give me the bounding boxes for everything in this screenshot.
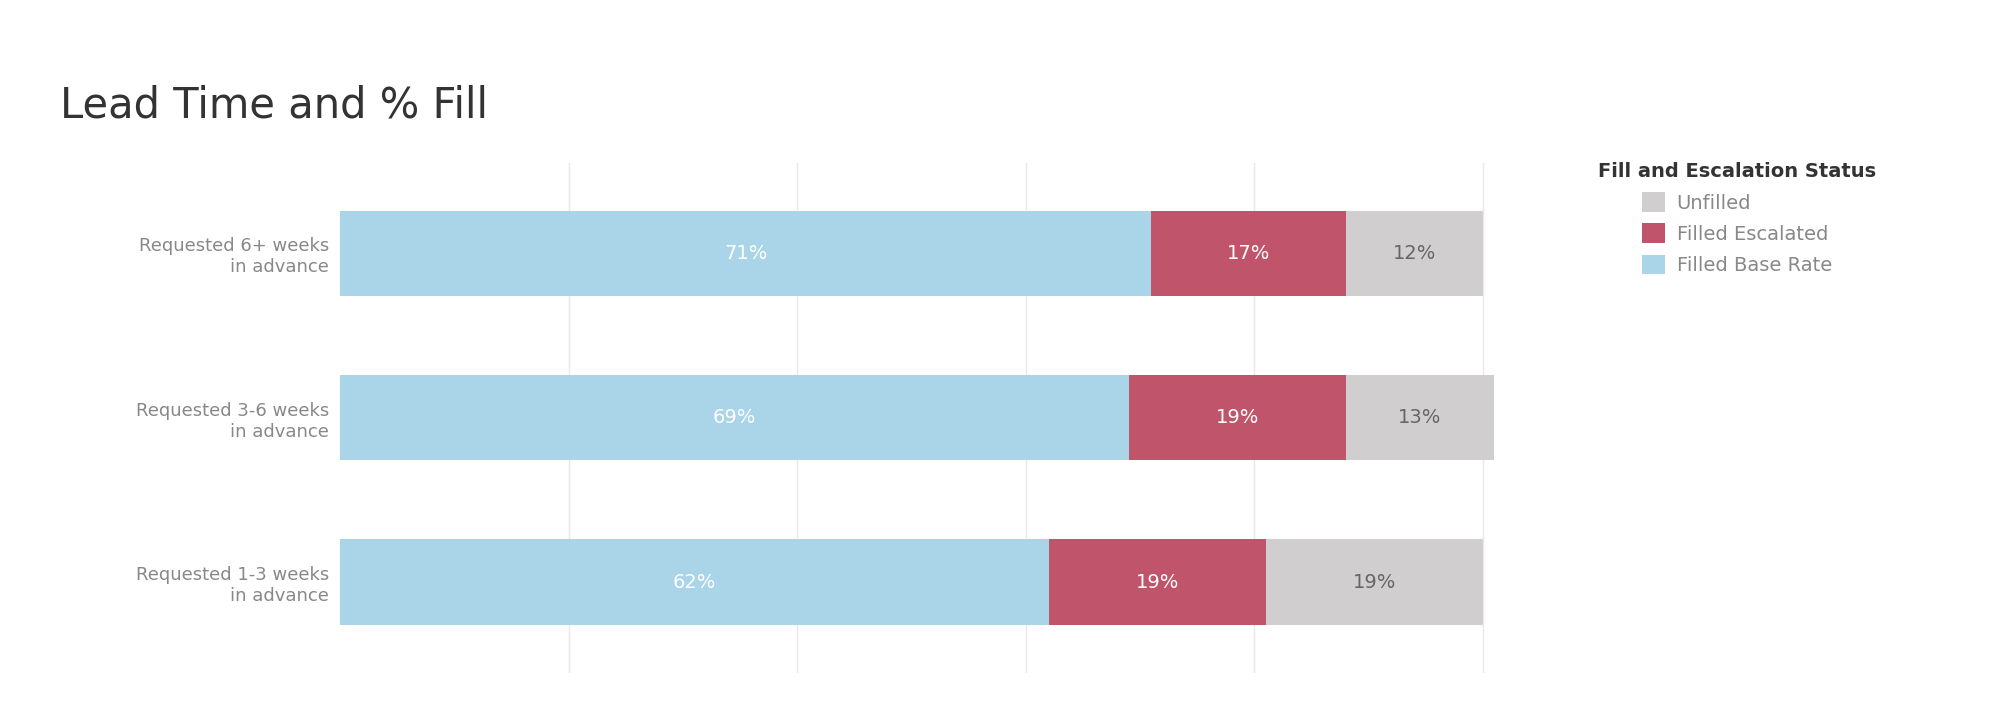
Legend: Unfilled, Filled Escalated, Filled Base Rate: Unfilled, Filled Escalated, Filled Base … (1598, 162, 1876, 275)
Text: 71%: 71% (724, 244, 768, 263)
Text: 19%: 19% (1352, 573, 1396, 592)
Text: 69%: 69% (712, 409, 756, 427)
Bar (340, 375, 1128, 460)
Text: 13%: 13% (1398, 409, 1442, 427)
Text: 19%: 19% (1136, 573, 1178, 592)
Text: 62%: 62% (672, 573, 716, 592)
Text: 12%: 12% (1392, 244, 1436, 263)
Bar (340, 539, 1048, 625)
Text: 17%: 17% (1226, 244, 1270, 263)
Bar (1346, 375, 1494, 460)
Bar (1346, 210, 1482, 296)
Text: 19%: 19% (1216, 409, 1258, 427)
Bar (340, 210, 1152, 296)
Bar (1266, 539, 1482, 625)
Bar (1152, 210, 1346, 296)
Bar (1048, 539, 1266, 625)
Text: Lead Time and % Fill: Lead Time and % Fill (60, 85, 488, 127)
Bar (1128, 375, 1346, 460)
